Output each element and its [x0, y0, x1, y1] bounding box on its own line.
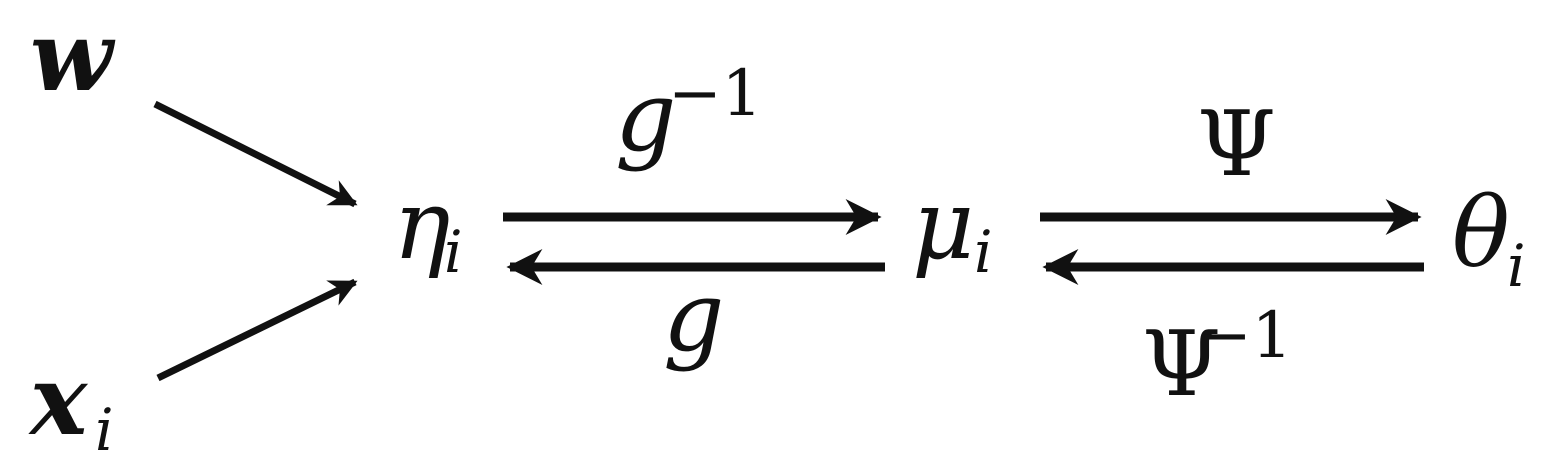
node-theta-subscript: i	[1507, 232, 1526, 300]
edge-label-g: g	[663, 261, 724, 373]
edge-label-g-inverse: g	[615, 61, 676, 173]
node-x: x	[28, 344, 89, 457]
node-mu: μ	[912, 169, 974, 281]
node-x-subscript: i	[95, 396, 114, 464]
node-eta-subscript: i	[444, 218, 463, 286]
node-eta: η	[393, 169, 451, 281]
edge-label-psi-inverse-superscript: −1	[1198, 299, 1292, 373]
edge-label-psi-inverse: Ψ	[1142, 312, 1221, 417]
node-w: w	[30, 0, 116, 113]
node-mu-subscript: i	[974, 218, 993, 286]
arrow-w-to-eta	[153, 100, 358, 208]
edge-label-psi: Ψ	[1197, 92, 1276, 197]
arrow-x-to-eta	[156, 278, 358, 382]
node-theta: θ	[1452, 177, 1510, 289]
edge-label-g-inverse-superscript: −1	[668, 57, 762, 131]
